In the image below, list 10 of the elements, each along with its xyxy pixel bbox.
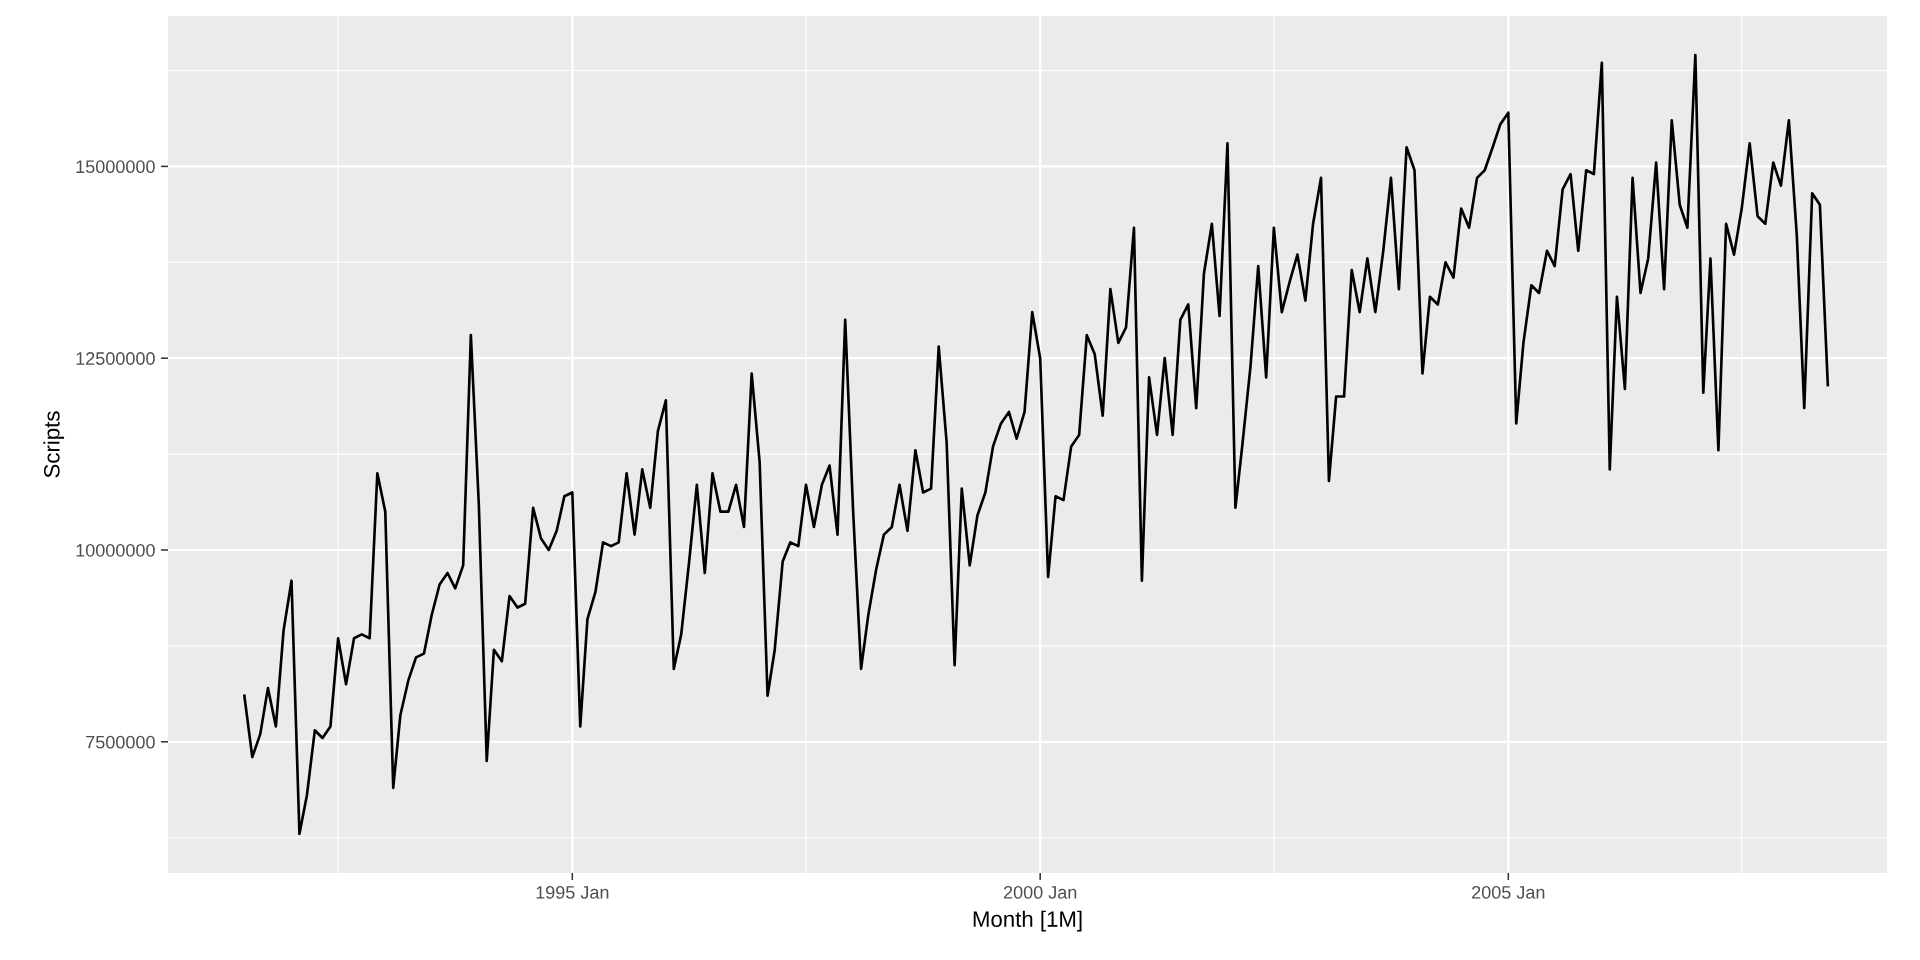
- x-tick-label: 2005 Jan: [1472, 885, 1545, 899]
- x-axis-title: Month [1M]: [973, 910, 1082, 932]
- x-tick-label: 2000 Jan: [1003, 885, 1077, 899]
- y-tick-label: 12500000: [76, 352, 155, 365]
- x-tick-label: 1995 Jan: [536, 885, 609, 899]
- y-tick-label: 7500000: [86, 735, 155, 749]
- y-axis-title: Scripts: [43, 411, 65, 478]
- line-series: [243, 53, 1830, 836]
- y-tick-label: 10000000: [76, 543, 155, 557]
- y-tick-label: 15000000: [76, 160, 155, 174]
